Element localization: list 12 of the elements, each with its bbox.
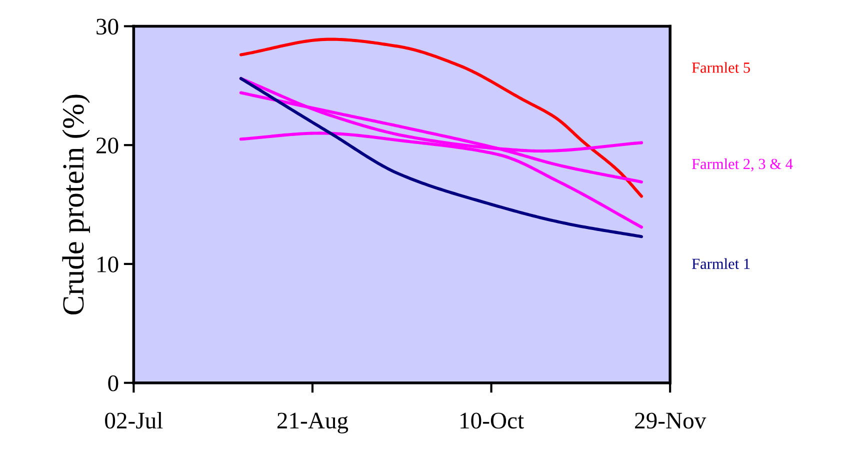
y-tick-label: 0 bbox=[108, 375, 118, 392]
x-tick-label: 29-Nov bbox=[635, 412, 706, 429]
x-tick-label: 10-Oct bbox=[460, 412, 524, 429]
x-tick-label: 21-Aug bbox=[277, 412, 348, 434]
text: Farmlet 1 bbox=[692, 258, 750, 269]
text: Farmlet 2, 3 & 4 bbox=[692, 158, 793, 172]
y-tick-label: 10 bbox=[98, 256, 118, 272]
x-tick-label: 02-Jul bbox=[105, 412, 163, 429]
y-tick-label: 20 bbox=[96, 138, 118, 154]
text: Farmlet 5 bbox=[692, 62, 750, 73]
y-axis-title: Crude protein (%) bbox=[62, 94, 90, 314]
y-tick-label: 30 bbox=[96, 18, 118, 35]
